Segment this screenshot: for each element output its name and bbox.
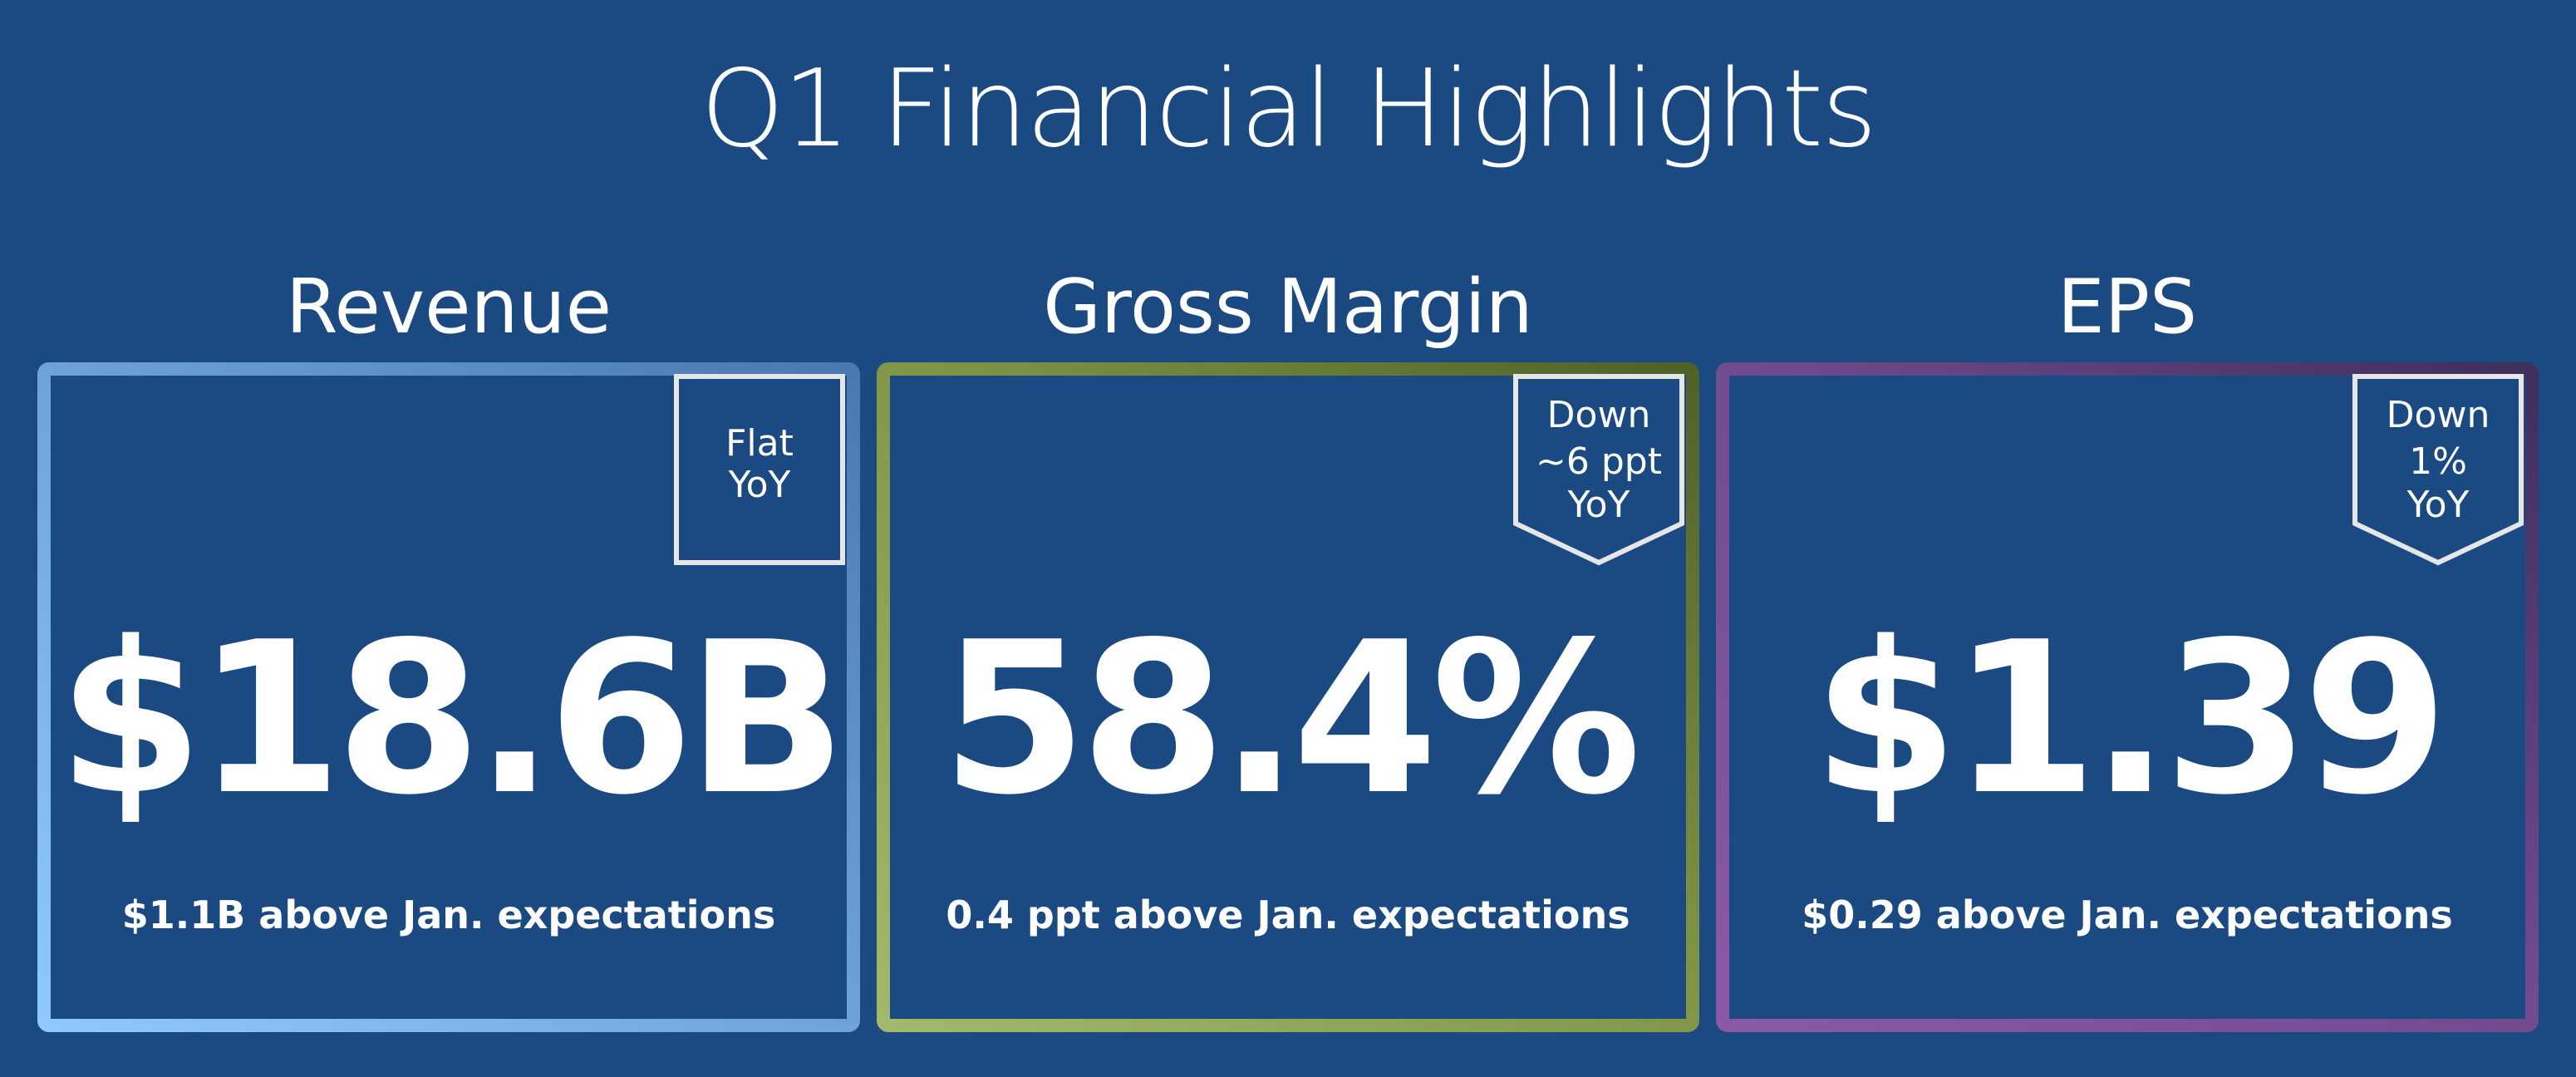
badge-line: YoY bbox=[1567, 484, 1630, 526]
eps-card-border bbox=[1716, 362, 2539, 1032]
revenue-yoy-badge: Flat YoY bbox=[674, 374, 845, 565]
badge-line: Down bbox=[1546, 394, 1651, 436]
eps-value: $1.39 bbox=[1812, 598, 2448, 841]
gross-margin-note: 0.4 ppt above Jan. expectations bbox=[946, 893, 1630, 937]
revenue-card-border bbox=[37, 362, 860, 1032]
eps-card: Down 1% YoY $1.39 $0.29 above Jan. expec… bbox=[1716, 362, 2539, 1032]
page-title: Q1 Financial Highlights bbox=[701, 47, 1877, 171]
badge-line: YoY bbox=[2406, 484, 2470, 526]
revenue-value: $18.6B bbox=[57, 598, 846, 841]
eps-yoy-badge: Down 1% YoY bbox=[2352, 374, 2524, 566]
gross-margin-card: Down ~6 ppt YoY 58.4% 0.4 ppt above Jan.… bbox=[877, 362, 1699, 1032]
gross-margin-heading: Gross Margin bbox=[1043, 263, 1533, 351]
eps-note: $0.29 above Jan. expectations bbox=[1802, 893, 2453, 937]
badge-line: ~6 ppt bbox=[1536, 440, 1662, 483]
badge-line: 1% bbox=[2409, 440, 2467, 483]
gross-margin-value: 58.4% bbox=[941, 598, 1641, 841]
revenue-card: Flat YoY $18.6B $1.1B above Jan. expecta… bbox=[37, 362, 860, 1032]
badge-line: Down bbox=[2386, 394, 2490, 436]
gross-margin-yoy-badge: Down ~6 ppt YoY bbox=[1513, 374, 1684, 566]
badge-chevron-shape bbox=[1513, 374, 1684, 566]
gross-margin-card-border bbox=[877, 362, 1699, 1032]
eps-heading: EPS bbox=[2057, 263, 2198, 351]
badge-line: Flat bbox=[725, 422, 794, 465]
badge-square-shape bbox=[674, 374, 845, 565]
badge-chevron-shape bbox=[2352, 374, 2524, 566]
badge-line: YoY bbox=[728, 464, 791, 506]
revenue-note: $1.1B above Jan. expectations bbox=[121, 893, 776, 937]
revenue-heading: Revenue bbox=[286, 263, 612, 351]
